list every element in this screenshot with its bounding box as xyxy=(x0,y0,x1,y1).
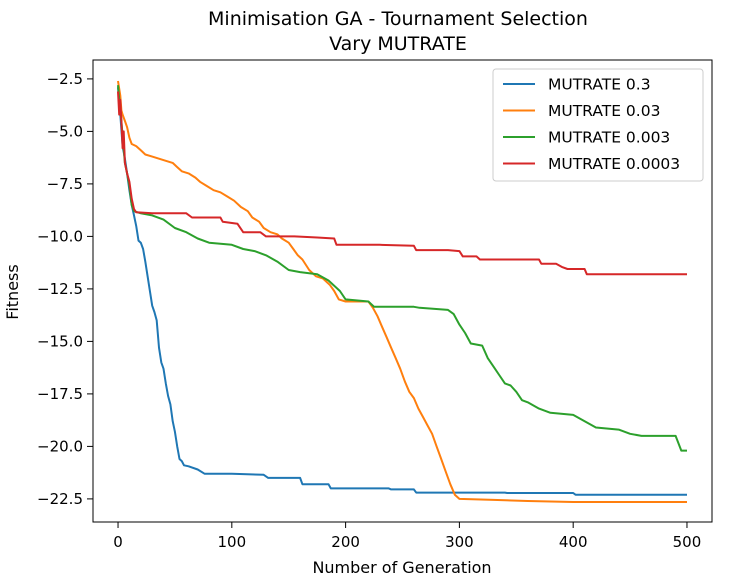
y-tick-label: −17.5 xyxy=(37,385,83,403)
series-layer xyxy=(117,80,687,503)
x-axis-label: Number of Generation xyxy=(312,558,491,577)
y-tick-label: −20.0 xyxy=(37,437,83,455)
x-tick-label: 200 xyxy=(331,533,360,551)
x-tick-label: 400 xyxy=(559,533,588,551)
legend-frame xyxy=(492,68,704,182)
plot-frame xyxy=(92,59,713,523)
series-line-1 xyxy=(117,80,687,503)
x-tick-label: 300 xyxy=(445,533,474,551)
y-tick-label: −7.5 xyxy=(47,175,83,193)
legend-label-1: MUTRATE 0.03 xyxy=(548,102,660,120)
y-axis: −2.5 −5.0 −7.5 −10.0 −12.5 −15.0 −17.5 −20.0 −22… xyxy=(37,70,93,508)
legend-label-2: MUTRATE 0.003 xyxy=(548,129,670,147)
series-line-3 xyxy=(117,91,687,276)
y-tick-label: −15.0 xyxy=(37,332,83,350)
legend-label-3: MUTRATE 0.0003 xyxy=(548,155,680,173)
y-tick-label: −22.5 xyxy=(37,490,83,508)
legend: MUTRATE 0.3 MUTRATE 0.03 MUTRATE 0.003 MUTR… xyxy=(492,68,704,182)
x-tick-label: 100 xyxy=(217,533,246,551)
x-tick-label: 500 xyxy=(673,533,702,551)
chart-subtitle: Vary MUTRATE xyxy=(329,33,467,55)
series-line-0 xyxy=(117,87,687,496)
y-tick-label: −5.0 xyxy=(47,122,83,140)
x-tick-label: 0 xyxy=(113,533,123,551)
y-tick-label: −12.5 xyxy=(37,280,83,298)
x-axis: 0 100 200 300 400 500 xyxy=(113,522,701,551)
chart-title: Minimisation GA - Tournament Selection xyxy=(208,8,588,30)
y-tick-label: −10.0 xyxy=(37,227,83,245)
y-tick-label: −2.5 xyxy=(47,70,83,88)
legend-label-0: MUTRATE 0.3 xyxy=(548,76,651,94)
y-axis-label: Fitness xyxy=(3,264,22,319)
